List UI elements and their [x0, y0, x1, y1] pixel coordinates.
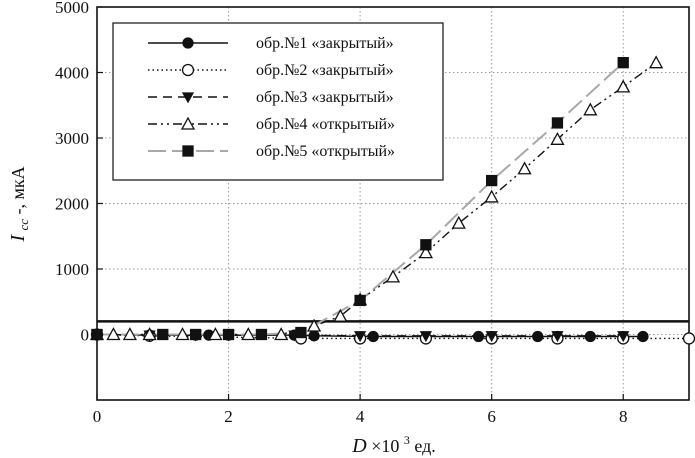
- x-tick-label: 2: [224, 407, 233, 426]
- series-5-point: [91, 328, 103, 341]
- series-4-point: [649, 55, 664, 69]
- x-tick-label: 0: [93, 407, 102, 426]
- x-tick-label: 6: [487, 407, 496, 426]
- series-5-point: [551, 117, 564, 129]
- series-1-point: [584, 330, 596, 343]
- legend-entry-3: обр.№3 «закрытый»: [148, 89, 394, 106]
- series-markers: [89, 55, 695, 345]
- series-5-point: [420, 239, 432, 251]
- series-1-point: [367, 330, 379, 343]
- series-4-point: [122, 327, 137, 341]
- series-1-point: [308, 330, 320, 342]
- legend-label: обр.№4 «открытый»: [256, 116, 395, 133]
- series-3-point: [617, 331, 630, 343]
- series-4-point: [274, 327, 289, 341]
- y-tick-label: 0: [81, 326, 90, 345]
- y-axis-title-main: I: [7, 234, 29, 243]
- x-axis-title-times: ×10: [371, 436, 399, 456]
- y-axis-title: I cc -, мкА: [7, 166, 32, 242]
- series-4-point: [333, 308, 348, 322]
- legend-entry-4: обр.№4 «открытый»: [148, 116, 395, 133]
- y-tick-label: 5000: [55, 0, 89, 17]
- series-5-point: [255, 328, 268, 341]
- y-tick-label: 4000: [55, 64, 89, 83]
- series-4-point: [517, 161, 532, 175]
- series-1-point: [637, 330, 649, 343]
- x-axis-title-unit: ед.: [414, 436, 435, 456]
- series-4-point: [175, 327, 190, 341]
- series-4-point: [484, 189, 499, 203]
- x-axis-title: D ×10 3 ед.: [351, 428, 436, 457]
- x-axis-title-sup: 3: [404, 433, 410, 447]
- legend-entry-5: обр.№5 «открытый»: [148, 143, 395, 160]
- series-1-point: [532, 330, 544, 343]
- legend-frame: [112, 22, 444, 181]
- series-5-point: [617, 57, 629, 69]
- legend-marker: [182, 145, 194, 157]
- series-5-points: [91, 57, 629, 341]
- series-4-points: [89, 55, 664, 341]
- tick-labels: 0 2 4 6 8 0 1000 2000 3000 4000 5000: [55, 0, 627, 426]
- legend-label: обр.№3 «закрытый»: [256, 89, 394, 106]
- series-4-point: [142, 327, 157, 341]
- x-axis-title-main: D: [351, 435, 367, 457]
- legend-label: обр.№5 «открытый»: [256, 143, 395, 160]
- series-4-point: [616, 79, 631, 93]
- y-tick-label: 3000: [55, 129, 89, 148]
- series-4-point: [451, 215, 466, 229]
- series-5-point: [190, 328, 202, 341]
- series-3-point: [485, 331, 498, 343]
- legend-entry-1: обр.№1 «закрытый»: [148, 35, 394, 52]
- series-1-point: [472, 330, 485, 343]
- series-4-point: [583, 102, 598, 116]
- legend-marker: [180, 116, 196, 130]
- legend-entry-2: обр.№2 «закрытый»: [148, 62, 394, 79]
- legend-marker: [182, 37, 194, 49]
- series-3-point: [419, 331, 432, 343]
- legend-marker: [181, 63, 195, 77]
- series-5-point: [157, 328, 169, 341]
- legend-entries: обр.№1 «закрытый» обр.№2 «закрытый» обр.№3…: [148, 35, 395, 160]
- series-4-point: [241, 327, 256, 341]
- series-4-point: [208, 327, 223, 341]
- series-5-point: [295, 326, 307, 339]
- x-tick-label: 4: [356, 407, 365, 426]
- series-4-point: [418, 245, 433, 259]
- series-5-point: [486, 174, 498, 187]
- y-tick-label: 2000: [55, 195, 89, 214]
- series-3-point: [354, 331, 367, 343]
- legend-label: обр.№1 «закрытый»: [256, 35, 394, 52]
- series-2-point: [682, 332, 695, 345]
- series-4-point: [106, 327, 121, 341]
- series-4-point: [550, 131, 565, 145]
- series-5-point: [222, 328, 235, 341]
- series-5-point: [354, 294, 366, 307]
- y-axis-title-sub: cc: [16, 219, 31, 231]
- y-axis-title-unit: -, мкА: [8, 166, 28, 214]
- series-4-point: [385, 269, 401, 283]
- legend-label: обр.№2 «закрытый»: [256, 62, 394, 79]
- y-tick-label: 1000: [55, 260, 89, 279]
- series-4-point: [306, 318, 322, 332]
- legend: обр.№1 «закрытый» обр.№2 «закрытый» обр.№3…: [112, 22, 444, 181]
- series-3-point: [551, 331, 564, 343]
- legend-marker: [181, 92, 195, 104]
- x-tick-label: 8: [619, 407, 628, 426]
